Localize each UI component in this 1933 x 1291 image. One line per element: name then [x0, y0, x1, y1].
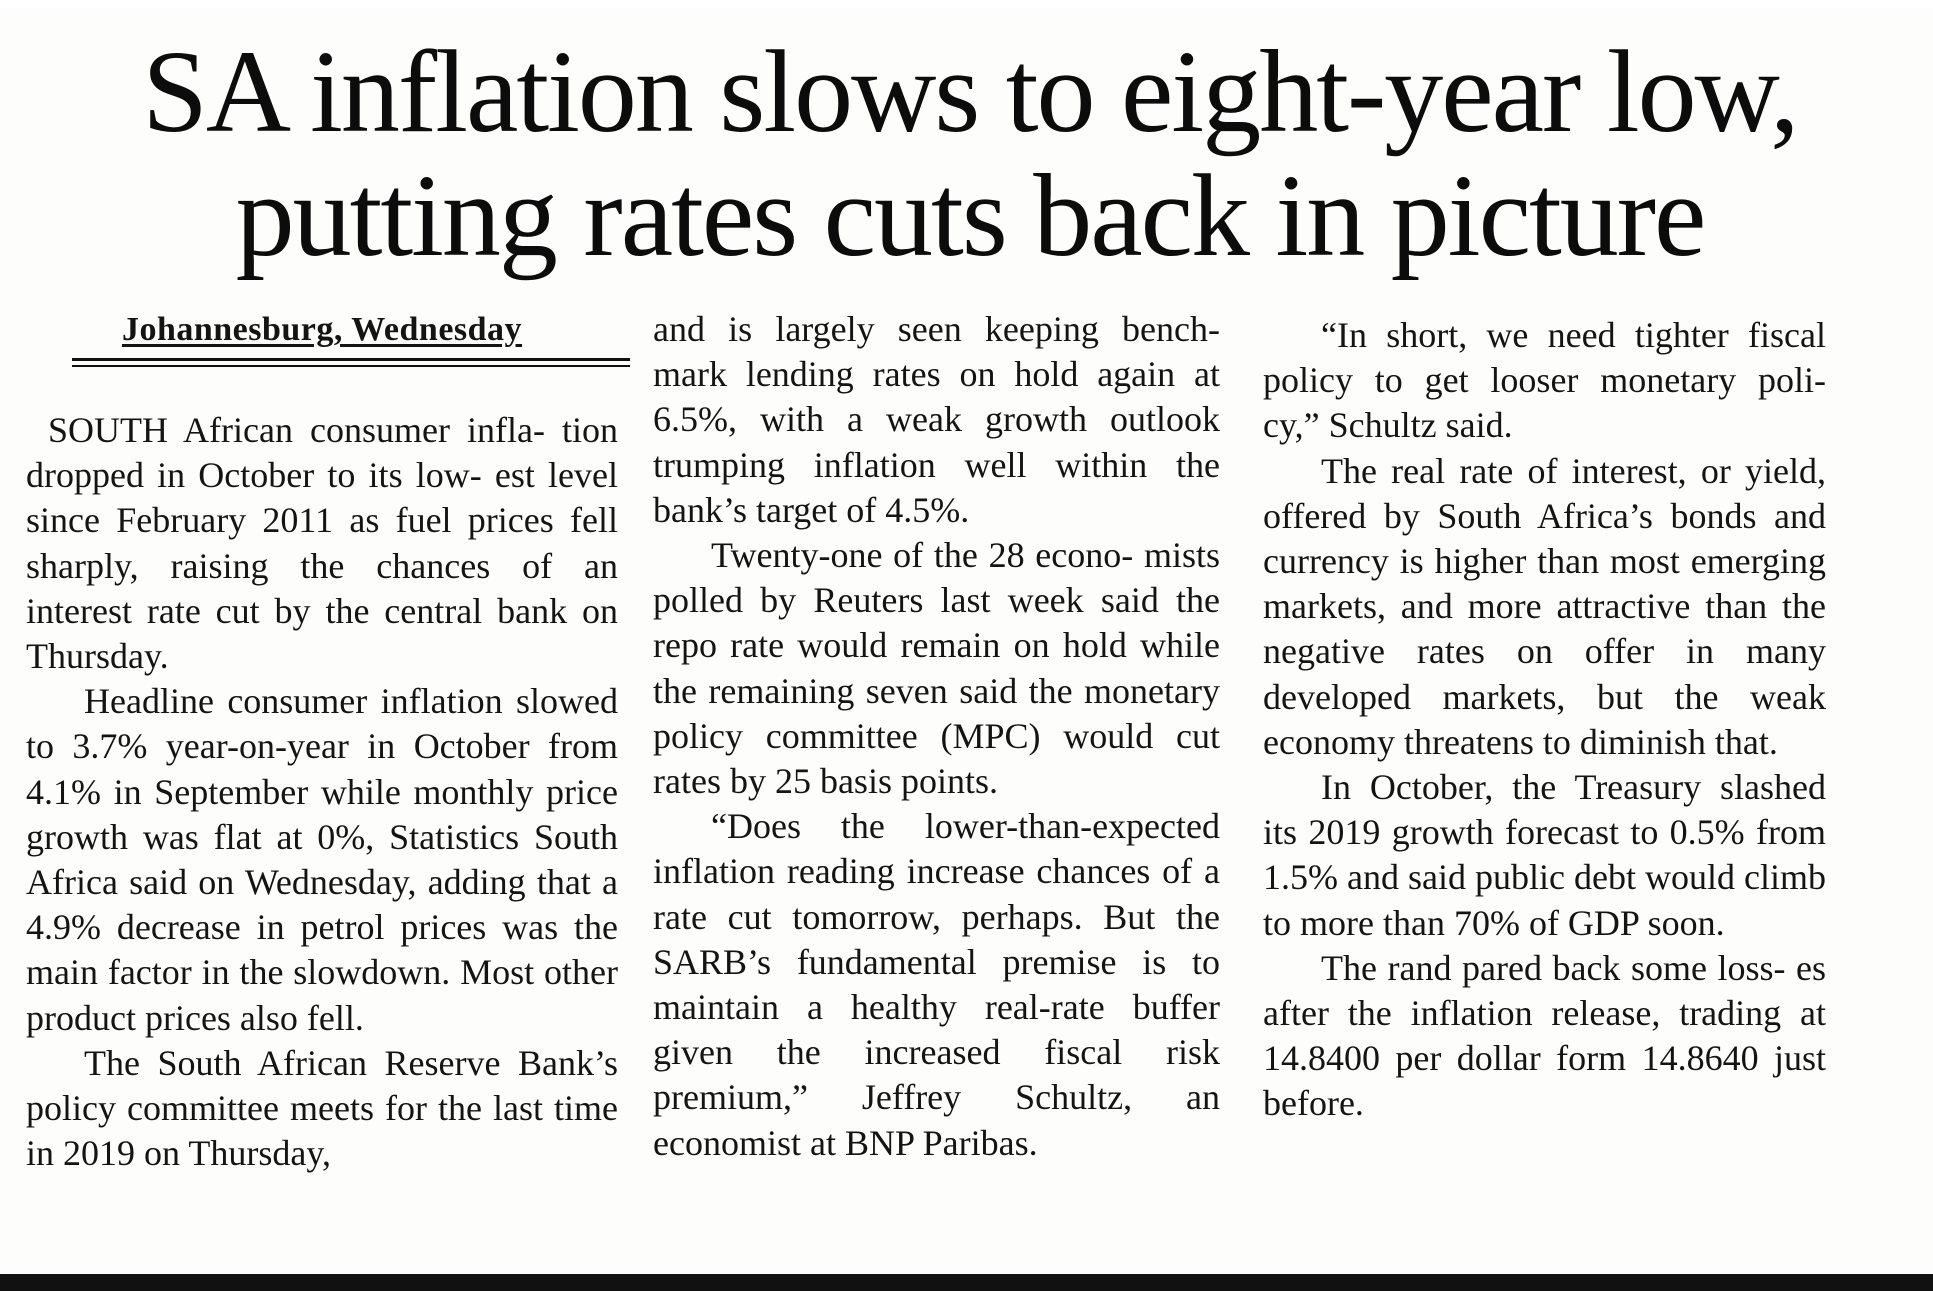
- paragraph: In October, the Treasury slashed its 201…: [1263, 767, 1826, 943]
- headline-line-2: putting rates cuts back in picture: [235, 150, 1707, 281]
- column-2: and is largely seen keeping bench- mark …: [653, 307, 1220, 1166]
- dateline-block: Johannesburg, Wednesday: [26, 310, 630, 368]
- paragraph: “In short, we need tighter fiscal policy…: [1263, 315, 1826, 446]
- dateline: Johannesburg, Wednesday: [121, 311, 523, 348]
- paragraph: and is largely seen keeping bench- mark …: [653, 309, 1220, 530]
- paragraph: SOUTH African consumer infla- tion dropp…: [26, 410, 618, 677]
- paragraph: The rand pared back some loss- es after …: [1263, 947, 1826, 1124]
- bottom-rule: [0, 1274, 1933, 1291]
- paragraph: The South African Reserve Bank’s policy …: [26, 1042, 618, 1174]
- paragraph: Headline consumer inflation slowed to 3.…: [26, 681, 618, 1038]
- dateline-rule: [72, 358, 630, 367]
- top-edge: [0, 0, 1933, 8]
- headline-line-1: SA inflation slows to eight-year low,: [142, 26, 1799, 157]
- paragraph: Twenty-one of the 28 econo- mists polled…: [653, 535, 1220, 802]
- headline: SA inflation slows to eight-year low, pu…: [40, 30, 1900, 278]
- paragraph: “Does the lower-than-expected inflation …: [653, 806, 1220, 1163]
- column-1: Johannesburg, Wednesday SOUTH African co…: [26, 310, 630, 1176]
- paragraph: The real rate of interest, or yield, off…: [1263, 450, 1826, 762]
- column-3: “In short, we need tighter fiscal policy…: [1263, 313, 1826, 1127]
